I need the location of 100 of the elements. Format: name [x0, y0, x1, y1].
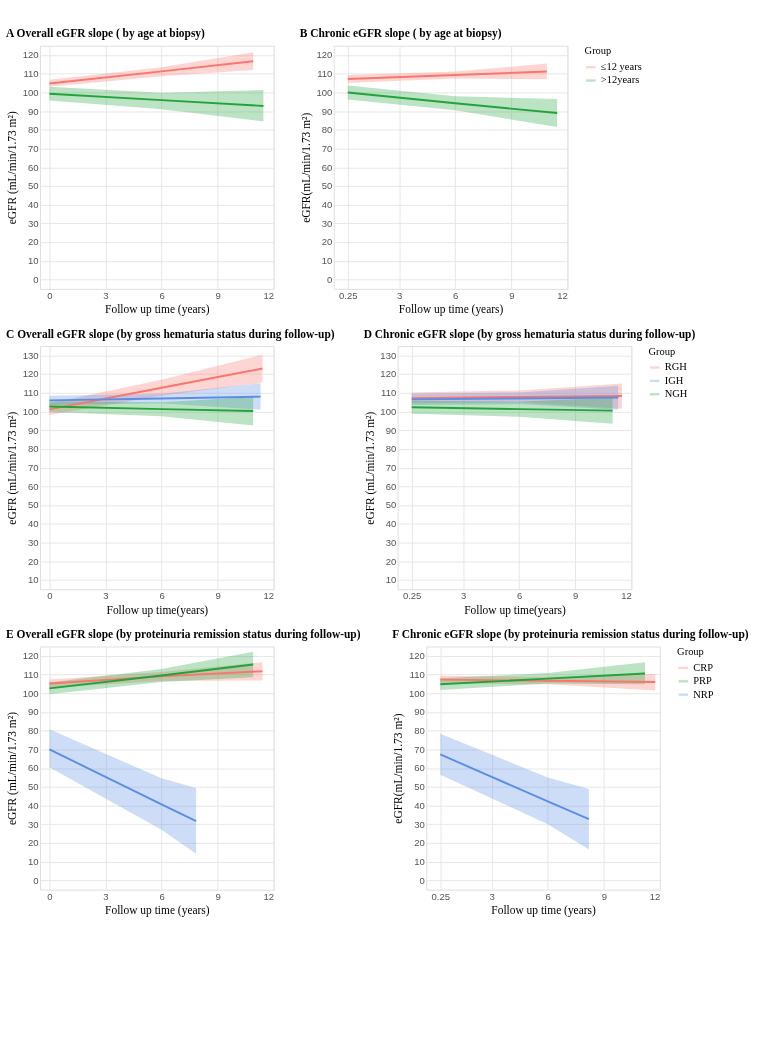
legend-label: NGH [664, 388, 688, 400]
legend-label: NRP [693, 688, 714, 700]
y-tick-label: 50 [28, 781, 39, 793]
y-tick-label: 10 [28, 855, 39, 867]
y-tick-label: 40 [28, 518, 39, 530]
y-axis-title: eGFR (mL/min/1.73 m²) [363, 411, 377, 525]
y-tick-label: 70 [385, 462, 397, 474]
y-tick-label: 100 [22, 687, 39, 699]
x-tick-label: 9 [215, 289, 221, 301]
x-tick-label: 3 [103, 590, 109, 602]
y-tick-label: 40 [28, 799, 39, 811]
x-tick-label: 0 [47, 590, 53, 602]
x-tick-label: 9 [215, 890, 221, 902]
y-tick-label: 20 [28, 236, 39, 248]
x-axis-title: Follow up time (years) [105, 303, 210, 317]
y-tick-label: 50 [28, 180, 39, 192]
y-tick-label: 80 [385, 443, 397, 455]
x-tick-label: 3 [397, 289, 403, 301]
y-tick-label: 50 [321, 180, 333, 192]
y-tick-label: 30 [28, 818, 39, 830]
y-tick-label: 110 [409, 668, 425, 680]
y-tick-label: 60 [414, 762, 425, 774]
y-tick-label: 110 [23, 668, 39, 680]
y-tick-label: 120 [408, 650, 425, 662]
x-tick-label: 0 [47, 289, 53, 301]
y-tick-label: 50 [385, 499, 397, 511]
x-tick-label: 12 [263, 289, 275, 301]
y-tick-label: 100 [408, 687, 425, 699]
y-tick-label: 20 [28, 837, 39, 849]
y-tick-label: 90 [321, 105, 333, 117]
x-tick-label: 0.25 [402, 590, 422, 602]
y-tick-label: 30 [414, 818, 425, 830]
x-tick-label: 3 [489, 890, 495, 902]
y-tick-label: 30 [385, 536, 397, 548]
x-axis-title: Follow up time(years) [464, 603, 566, 617]
x-axis-title: Follow up time (years) [491, 903, 597, 917]
x-axis-title: Follow up time (years) [105, 903, 210, 917]
y-tick-label: 110 [317, 68, 333, 80]
legend-label: IGH [664, 374, 684, 386]
x-tick-label: 0 [47, 890, 53, 902]
y-axis-title: eGFR (mL/min/1.73 m²) [6, 111, 20, 225]
chart-title: C Overall eGFR slope (by gross hematuria status during follow-up) [6, 327, 335, 341]
legend-label: RGH [664, 361, 688, 373]
y-tick-label: 130 [380, 349, 397, 361]
y-tick-label: 90 [28, 706, 39, 718]
legend-title: Group [584, 45, 612, 57]
legend-label: ≤12 years [600, 61, 642, 73]
legend-label: >12years [600, 74, 640, 86]
y-tick-label: 70 [28, 142, 39, 154]
x-axis-title: Follow up time (years) [398, 303, 504, 317]
y-tick-label: 40 [385, 518, 397, 530]
y-tick-label: 60 [28, 480, 39, 492]
y-tick-label: 20 [28, 555, 39, 567]
y-tick-label: 70 [414, 743, 425, 755]
y-tick-label: 80 [321, 124, 333, 136]
x-tick-label: 12 [649, 890, 661, 902]
y-tick-label: 30 [28, 536, 39, 548]
y-tick-label: 120 [380, 368, 397, 380]
y-tick-label: 50 [414, 781, 425, 793]
y-tick-label: 10 [414, 855, 425, 867]
x-tick-label: 12 [621, 590, 632, 602]
y-tick-label: 60 [28, 161, 39, 173]
y-tick-label: 130 [22, 349, 39, 361]
y-tick-label: 80 [28, 725, 39, 737]
x-tick-label: 9 [601, 890, 607, 902]
y-tick-label: 10 [28, 574, 39, 586]
x-tick-label: 3 [460, 590, 467, 602]
legend-title: Group [677, 646, 704, 658]
x-tick-label: 6 [159, 289, 165, 301]
y-tick-label: 80 [28, 124, 39, 136]
y-tick-label: 100 [22, 86, 39, 98]
y-tick-label: 40 [28, 199, 39, 211]
x-tick-label: 6 [516, 590, 523, 602]
y-tick-label: 40 [321, 199, 333, 211]
x-tick-label: 6 [453, 289, 459, 301]
legend-title: Group [648, 345, 676, 357]
y-tick-label: 20 [321, 236, 333, 248]
x-tick-label: 12 [263, 590, 275, 602]
y-tick-label: 110 [23, 68, 39, 80]
x-tick-label: 0.25 [431, 890, 451, 902]
y-tick-label: 90 [385, 424, 397, 436]
chart-title: D Chronic eGFR slope (by gross hematuria status during follow-up) [363, 327, 696, 341]
y-tick-label: 50 [28, 499, 39, 511]
y-tick-label: 120 [22, 368, 39, 380]
y-tick-label: 60 [28, 762, 39, 774]
y-tick-label: 0 [33, 273, 39, 285]
y-tick-label: 70 [28, 462, 39, 474]
x-axis-title: Follow up time(years) [106, 603, 209, 617]
chart-title: F Chronic eGFR slope (by proteinuria remission status during follow-up) [392, 627, 749, 641]
y-tick-label: 100 [316, 86, 333, 98]
y-tick-label: 0 [33, 874, 39, 886]
y-tick-label: 20 [414, 837, 425, 849]
y-tick-label: 120 [316, 49, 333, 61]
y-tick-label: 90 [414, 706, 425, 718]
x-tick-label: 9 [509, 289, 515, 301]
y-tick-label: 90 [28, 424, 39, 436]
x-tick-label: 6 [159, 590, 165, 602]
y-tick-label: 100 [380, 405, 397, 417]
y-tick-label: 80 [414, 725, 425, 737]
chart-title: B Chronic eGFR slope ( by age at biopsy) [299, 27, 502, 41]
